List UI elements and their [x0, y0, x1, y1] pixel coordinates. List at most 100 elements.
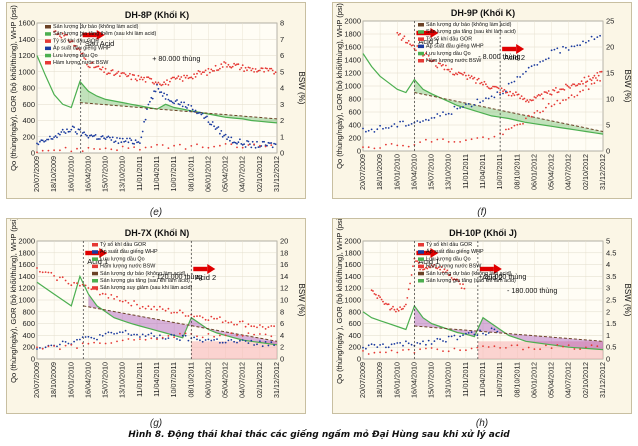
point-gor — [70, 40, 73, 43]
point-gor — [170, 77, 173, 80]
legend-swatch — [45, 61, 51, 65]
chart-panel-f: 0 200 400 600 800 1000 1200 1400 1600 1800 2000 0 5 1… — [332, 2, 632, 199]
point-gor — [161, 83, 164, 86]
point-whp — [270, 142, 273, 144]
point-whp — [127, 333, 130, 335]
point-bsw — [453, 347, 456, 350]
point-gor — [385, 302, 387, 305]
point-whp — [184, 334, 187, 337]
point-whp — [36, 142, 38, 145]
point-whp — [482, 332, 484, 335]
point-whp — [116, 137, 118, 139]
point-gor — [417, 261, 420, 264]
point-gor — [264, 328, 267, 330]
point-whp — [39, 347, 41, 349]
point-bsw — [493, 345, 496, 348]
point-whp — [236, 142, 238, 145]
point-gor — [144, 307, 147, 310]
point-whp — [196, 338, 198, 341]
panel-label-f: (f) — [477, 207, 487, 218]
point-bsw — [390, 349, 393, 352]
x-tick-label: 18/10/2009 — [49, 362, 58, 398]
x-tick-label: 20/07/2009 — [358, 362, 367, 398]
y-axis-label: Qo (thùng/ngày), GOR (bộ khối/thùng), WH… — [9, 5, 18, 171]
point-gor — [231, 65, 234, 68]
point-gor — [163, 81, 166, 84]
point-bsw — [413, 352, 416, 354]
point-gor — [589, 78, 591, 80]
y-tick-label: 1600 — [344, 43, 361, 52]
point-gor — [190, 76, 193, 79]
point-gor — [187, 77, 190, 80]
y-tick-label: 600 — [348, 108, 361, 117]
point-gor — [269, 67, 271, 70]
point-gor — [402, 37, 404, 40]
point-whp — [46, 138, 48, 141]
point-gor — [223, 61, 226, 63]
point-gor — [399, 306, 401, 308]
point-gor — [407, 288, 410, 291]
point-gor — [573, 83, 576, 86]
point-bsw — [219, 144, 221, 147]
legend-entry: Lưu lượng dầu Qo — [426, 256, 471, 262]
point-bsw — [156, 338, 158, 341]
y2-tick-label: 20 — [280, 237, 288, 246]
point-whp — [362, 127, 364, 130]
point-gor — [579, 83, 581, 85]
point-whp — [107, 135, 110, 138]
point-gor — [36, 267, 38, 269]
point-whp — [370, 128, 373, 131]
point-whp — [57, 132, 60, 135]
point-bsw — [539, 111, 541, 114]
point-gor — [429, 59, 431, 62]
point-gor — [382, 300, 384, 303]
point-gor — [53, 275, 55, 277]
point-gor — [257, 69, 260, 72]
x-tick-label: 16/04/2010 — [409, 362, 418, 398]
point-whp — [194, 109, 197, 112]
point-bsw — [402, 144, 404, 147]
point-whp — [256, 343, 258, 346]
y-tick-label: 1400 — [344, 272, 361, 281]
point-whp — [465, 332, 467, 335]
point-whp — [110, 331, 113, 334]
point-gor — [529, 99, 531, 101]
point-gor — [426, 58, 429, 61]
point-gor — [379, 296, 381, 299]
point-gor — [150, 308, 153, 311]
y2-tick-label: 2 — [606, 307, 610, 316]
y2-tick-label: 6 — [280, 319, 284, 328]
y-tick-label: 0 — [357, 147, 361, 156]
point-whp — [170, 100, 173, 103]
point-gor — [539, 94, 541, 97]
point-whp — [505, 90, 507, 93]
point-gor — [599, 70, 601, 73]
point-whp — [39, 140, 41, 143]
point-whp — [567, 49, 570, 51]
point-gor — [179, 309, 181, 312]
y2-tick-label: 0.5 — [606, 343, 616, 352]
point-bsw — [545, 344, 547, 347]
point-gor — [497, 87, 500, 90]
point-bsw — [207, 146, 210, 149]
point-bsw — [64, 344, 67, 347]
event-label: Acid 2 — [482, 273, 503, 282]
point-whp — [582, 40, 584, 43]
point-gor — [427, 265, 430, 268]
point-bsw — [519, 123, 521, 125]
point-gor — [563, 89, 566, 91]
point-whp — [241, 339, 244, 341]
point-bsw — [527, 346, 530, 349]
point-whp — [221, 341, 224, 344]
point-gor — [375, 293, 377, 296]
point-gor — [427, 54, 430, 57]
point-gor — [94, 66, 97, 69]
point-whp — [90, 336, 93, 339]
point-gor — [453, 73, 456, 76]
point-gor — [119, 299, 121, 302]
point-whp — [473, 333, 476, 336]
point-gor — [133, 300, 135, 302]
point-gor — [559, 88, 561, 91]
point-whp — [40, 139, 43, 142]
point-bsw — [87, 146, 90, 149]
